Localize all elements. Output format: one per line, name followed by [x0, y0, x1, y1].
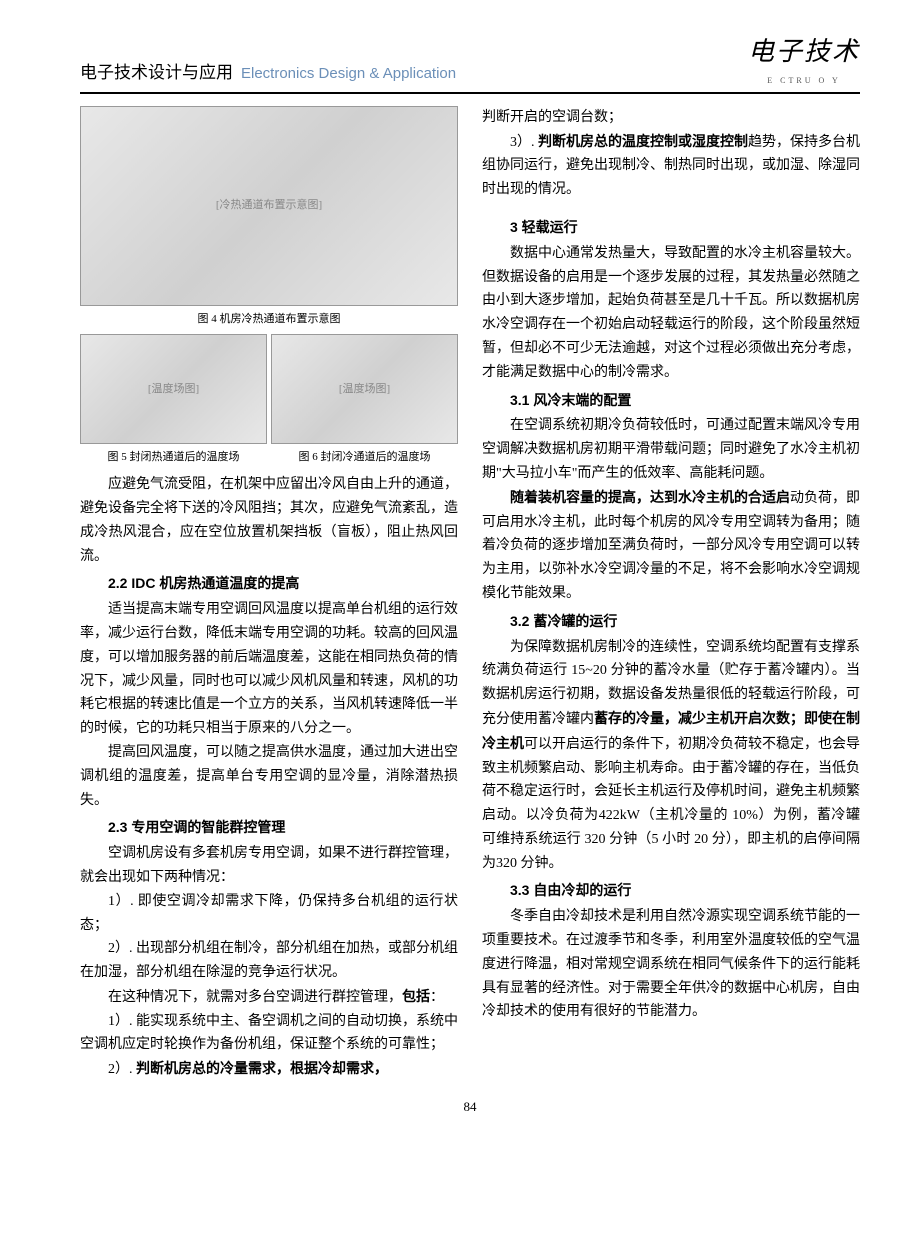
section-2-3-title: 2.3 专用空调的智能群控管理 [80, 816, 458, 840]
r-li3a: 3）. [510, 135, 538, 150]
section-3-2-para-1: 为保障数据机房制冷的连续性，空调系统均配置有支撑系统满负荷运行 15~20 分钟… [482, 636, 860, 876]
section-3-3-title: 3.3 自由冷却的运行 [482, 879, 860, 903]
section-2-3-item-2: 2）. 出现部分机组在制冷，部分机组在加热，或部分机组在加湿，部分机组在除湿的竞… [80, 937, 458, 985]
s23-bold-include: 包括 [402, 988, 430, 1004]
header-left: 电子技术设计与应用 Electronics Design & Applicati… [80, 59, 456, 88]
figure-5: [温度场图] [80, 334, 267, 444]
section-3-1-para-1: 在空调系统初期冷负荷较低时，可通过配置末端风冷专用空调解决数据机房初期平滑带载问… [482, 414, 860, 485]
figure-pair-captions: 图 5 封闭热通道后的温度场 图 6 封闭冷通道后的温度场 [80, 448, 458, 467]
left-intro-para: 应避免气流受阻，在机架中应留出冷风自由上升的通道，避免设备完全将下送的冷风阻挡；… [80, 473, 458, 568]
right-item-3: 3）. 判断机房总的温度控制或湿度控制趋势，保持多台机组协同运行，避免出现制冷、… [482, 130, 860, 202]
figure-4-caption: 图 4 机房冷热通道布置示意图 [80, 310, 458, 329]
r-li3-bold: 判断机房总的温度控制或湿度控制 [538, 133, 748, 149]
section-3-3-para-1: 冬季自由冷却技术是利用自然冷源实现空调系统节能的一项重要技术。在过渡季节和冬季，… [482, 905, 860, 1024]
s23-p2b: ： [430, 990, 444, 1005]
right-top-para: 判断开启的空调台数； [482, 106, 860, 130]
header-title-en: Electronics Design & Application [241, 61, 456, 87]
left-column: [冷热通道布置示意图] 图 4 机房冷热通道布置示意图 [温度场图] [温度场图… [80, 106, 458, 1082]
journal-logo: 电子技术 [748, 30, 860, 74]
s31-p2-bold: 随着装机容量的提高，达到水冷主机的合适启 [510, 489, 790, 505]
section-2-3-item-3: 1）. 能实现系统中主、备空调机之间的自动切换，系统中空调机应定时轮换作为备份机… [80, 1010, 458, 1058]
section-3-2-title: 3.2 蓄冷罐的运行 [482, 610, 860, 634]
figure-6-placeholder: [温度场图] [339, 380, 390, 399]
section-2-3-item-4: 2）. 判断机房总的冷量需求，根据冷却需求， [80, 1057, 458, 1082]
section-3-para-1: 数据中心通常发热量大，导致配置的水冷主机容量较大。但数据设备的启用是一个逐步发展… [482, 242, 860, 385]
s23-p2a: 在这种情况下，就需对多台空调进行群控管理， [108, 990, 402, 1005]
figure-pair: [温度场图] [温度场图] [80, 334, 458, 444]
header-logo-block: 电子技术 E CTRU O Y [748, 30, 860, 88]
right-column: 判断开启的空调台数； 3）. 判断机房总的温度控制或湿度控制趋势，保持多台机组协… [482, 106, 860, 1082]
s32-p1b: 可以开启运行的条件下，初期冷负荷较不稳定，也会导致主机频繁启动、影响主机寿命。由… [482, 737, 860, 871]
section-3-1-title: 3.1 风冷末端的配置 [482, 389, 860, 413]
figure-4: [冷热通道布置示意图] [80, 106, 458, 306]
section-2-3-para-2: 在这种情况下，就需对多台空调进行群控管理，包括： [80, 985, 458, 1010]
section-2-3-para-1: 空调机房设有多套机房专用空调，如果不进行群控管理，就会出现如下两种情况： [80, 842, 458, 890]
header-title-cn: 电子技术设计与应用 [80, 59, 233, 88]
section-2-2-para-1: 适当提高末端专用空调回风温度以提高单台机组的运行效率，减少运行台数，降低末端专用… [80, 598, 458, 741]
section-3-title: 3 轻载运行 [482, 216, 860, 240]
s31-p2b: 动负荷，即可启用水冷主机，此时每个机房的风冷专用空调转为备用；随着冷负荷的逐步增… [482, 491, 860, 601]
figure-5-placeholder: [温度场图] [148, 380, 199, 399]
figure-6-caption: 图 6 封闭冷通道后的温度场 [271, 448, 458, 467]
figure-6: [温度场图] [271, 334, 458, 444]
s23-li4a: 2）. [108, 1062, 136, 1077]
journal-sub: E CTRU O Y [748, 74, 860, 88]
figure-4-placeholder: [冷热通道布置示意图] [216, 196, 322, 215]
content-area: [冷热通道布置示意图] 图 4 机房冷热通道布置示意图 [温度场图] [温度场图… [80, 106, 860, 1082]
page-number: 84 [80, 1096, 860, 1118]
section-2-3-item-1: 1）. 即使空调冷却需求下降，仍保持多台机组的运行状态； [80, 890, 458, 938]
section-2-2-para-2: 提高回风温度，可以随之提高供水温度，通过加大进出空调机组的温度差，提高单台专用空… [80, 741, 458, 812]
section-2-2-title: 2.2 IDC 机房热通道温度的提高 [80, 572, 458, 596]
section-3-1-para-2: 随着装机容量的提高，达到水冷主机的合适启动负荷，即可启用水冷主机，此时每个机房的… [482, 486, 860, 606]
figure-5-caption: 图 5 封闭热通道后的温度场 [80, 448, 267, 467]
s23-li4-bold: 判断机房总的冷量需求，根据冷却需求， [136, 1060, 388, 1076]
page-header: 电子技术设计与应用 Electronics Design & Applicati… [80, 30, 860, 94]
